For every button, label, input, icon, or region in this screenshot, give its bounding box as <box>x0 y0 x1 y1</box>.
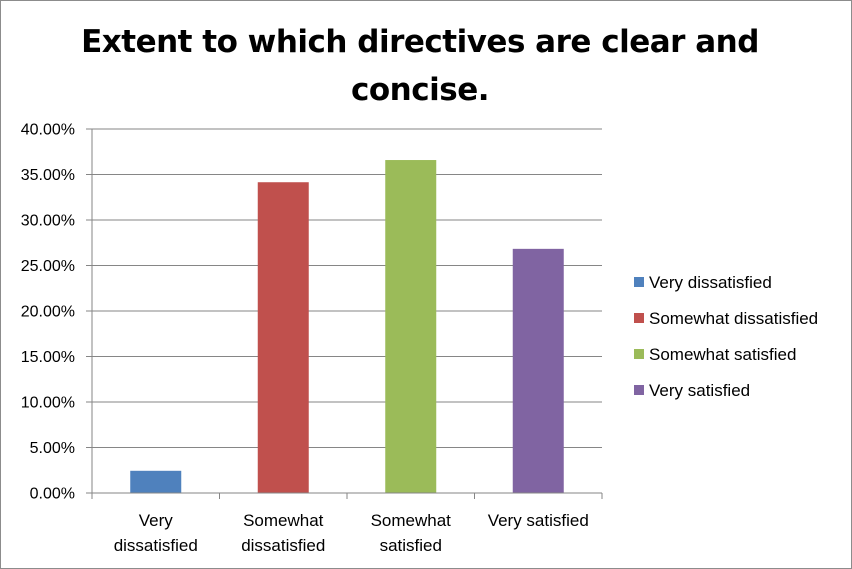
y-tick-label: 40.00% <box>21 122 75 139</box>
y-tick-label: 15.00% <box>21 349 75 366</box>
y-tick-label: 5.00% <box>30 440 75 457</box>
legend-label: Somewhat dissatisfied <box>649 309 818 328</box>
y-tick-label: 0.00% <box>30 486 75 503</box>
y-tick-label: 20.00% <box>21 304 75 321</box>
y-tick-label: 30.00% <box>21 213 75 230</box>
x-tick-label: dissatisfied <box>241 536 325 555</box>
bar <box>512 248 564 493</box>
legend-swatch <box>634 349 644 359</box>
x-tick-label: Very satisfied <box>488 511 589 530</box>
chart-title: Extent to which directives are clear and… <box>81 24 759 108</box>
legend-label: Very satisfied <box>649 381 750 400</box>
legend-swatch <box>634 277 644 287</box>
legend-swatch <box>634 313 644 323</box>
y-tick-label: 25.00% <box>21 258 75 275</box>
bar <box>385 160 437 493</box>
y-tick-label: 35.00% <box>21 167 75 184</box>
x-tick-label: Somewhat <box>243 511 324 530</box>
legend-swatch <box>634 385 644 395</box>
bar <box>130 470 182 493</box>
legend-label: Very dissatisfied <box>649 273 772 292</box>
x-tick-label: Very <box>139 511 174 530</box>
x-tick-label: satisfied <box>380 536 442 555</box>
y-tick-label: 10.00% <box>21 395 75 412</box>
legend-label: Somewhat satisfied <box>649 345 796 364</box>
bar <box>257 182 309 494</box>
x-tick-label: Somewhat <box>371 511 452 530</box>
x-tick-label: dissatisfied <box>114 536 198 555</box>
